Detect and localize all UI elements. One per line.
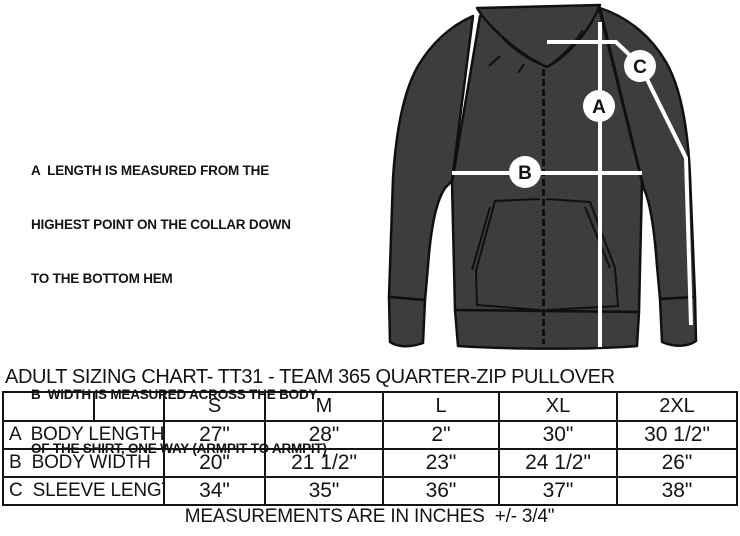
header-blank-cell-1 xyxy=(2,391,95,422)
sizing-table: S M L XL 2XL A BODY LENGTH 27" 28" 2" 30… xyxy=(2,391,738,506)
note-line: TO THE BOTTOM HEM xyxy=(31,271,173,286)
marker-a-letter: A xyxy=(592,97,606,118)
note-line: HIGHEST POINT ON THE COLLAR DOWN xyxy=(31,217,291,232)
garment-body-shapes xyxy=(387,3,698,350)
cell-body-width-l: 23" xyxy=(382,448,500,478)
table-row-body-length: A BODY LENGTH 27" 28" 2" 30" 30 1/2" xyxy=(2,420,738,450)
cell-body-width-2xl: 26" xyxy=(616,448,738,478)
cell-sleeve-length-xl: 37" xyxy=(498,476,618,506)
garment-illustration: A B C xyxy=(387,3,698,350)
marker-a-circle xyxy=(583,90,615,122)
header-blank-cell-2 xyxy=(93,391,165,422)
cell-body-width-s: 20" xyxy=(163,448,266,478)
marker-b-circle xyxy=(509,156,541,188)
row-label-body-length: A BODY LENGTH xyxy=(2,420,165,450)
collar-fold-left xyxy=(495,29,548,68)
cell-sleeve-length-m: 35" xyxy=(264,476,384,506)
collar-notch xyxy=(488,55,525,74)
cell-sleeve-length-2xl: 38" xyxy=(616,476,738,506)
marker-b-letter: B xyxy=(518,163,532,184)
marker-c-circle xyxy=(624,50,656,82)
col-header-xl: XL xyxy=(498,391,618,422)
right-pocket xyxy=(545,198,620,311)
marker-c-letter: C xyxy=(633,57,647,78)
col-header-s: S xyxy=(163,391,266,422)
page-title: ADULT SIZING CHART- TT31 - TEAM 365 QUAR… xyxy=(5,366,615,388)
cell-sleeve-length-l: 36" xyxy=(382,476,500,506)
table-row-sleeve-length: C SLEEVE LENGTH 34" 35" 36" 37" 38" xyxy=(2,476,738,506)
right-sleeve xyxy=(598,6,697,301)
row-label-body-width: B BODY WIDTH xyxy=(2,448,165,478)
left-pocket xyxy=(474,198,541,311)
cell-body-length-l: 2" xyxy=(382,420,500,450)
cell-sleeve-length-s: 34" xyxy=(163,476,266,506)
collar-fold-right xyxy=(546,29,584,68)
cell-body-width-m: 21 1/2" xyxy=(264,448,384,478)
col-header-2xl: 2XL xyxy=(616,391,738,422)
col-header-l: L xyxy=(382,391,500,422)
left-pocket-welt xyxy=(471,206,491,271)
row-label-sleeve-length: C SLEEVE LENGTH xyxy=(2,476,165,506)
table-row-body-width: B BODY WIDTH 20" 21 1/2" 23" 24 1/2" 26" xyxy=(2,448,738,478)
cell-body-length-2xl: 30 1/2" xyxy=(616,420,738,450)
note-length: A LENGTH IS MEASURED FROM THE HIGHEST PO… xyxy=(31,126,391,324)
col-header-m: M xyxy=(264,391,384,422)
garment-detail-lines xyxy=(471,29,620,311)
footer-note: MEASUREMENTS ARE IN INCHES +/- 3/4" xyxy=(184,506,555,527)
measurement-markers: A B C xyxy=(509,50,656,188)
left-sleeve xyxy=(387,14,475,302)
hem-band xyxy=(453,308,641,350)
cell-body-width-xl: 24 1/2" xyxy=(498,448,618,478)
cell-body-length-xl: 30" xyxy=(498,420,618,450)
table-header-row: S M L XL 2XL xyxy=(2,391,738,422)
left-cuff xyxy=(387,295,427,348)
right-cuff xyxy=(658,295,698,347)
right-pocket-welt xyxy=(584,206,611,269)
cell-body-length-m: 28" xyxy=(264,420,384,450)
cell-body-length-s: 27" xyxy=(163,420,266,450)
note-line: A LENGTH IS MEASURED FROM THE xyxy=(31,163,270,178)
